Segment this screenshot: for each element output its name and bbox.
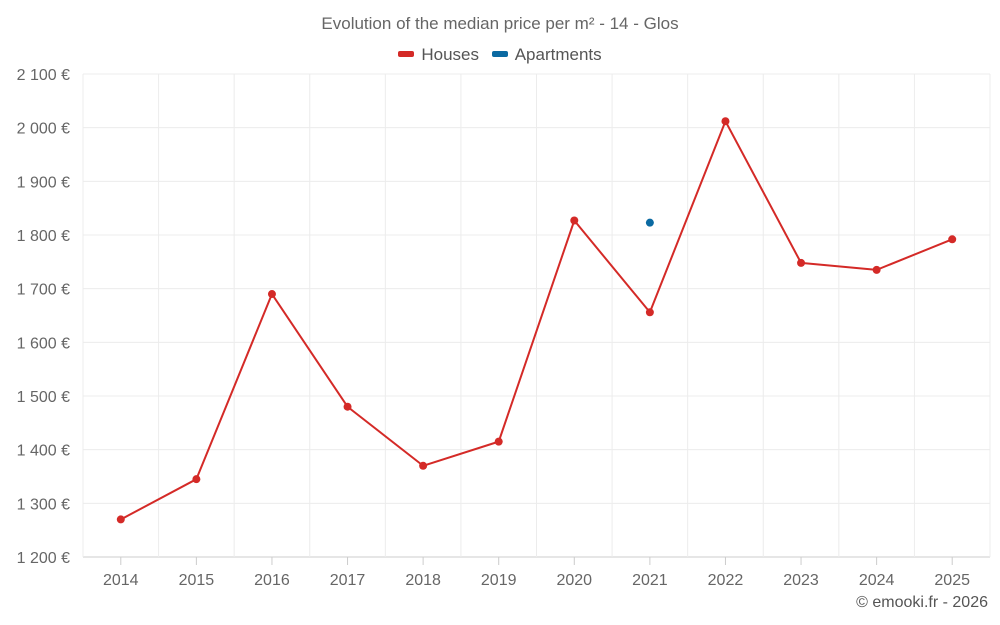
- legend: Houses Apartments: [0, 45, 1000, 65]
- x-tick-label: 2017: [330, 572, 366, 589]
- x-tick-label: 2023: [783, 572, 819, 589]
- legend-swatch-houses: [398, 50, 415, 57]
- y-tick-label: 1 900 €: [17, 174, 70, 191]
- y-tick-label: 1 300 €: [17, 496, 70, 513]
- legend-item-apartments[interactable]: Apartments: [491, 45, 602, 65]
- data-point-houses-2019[interactable]: [494, 437, 503, 446]
- chart-title: Evolution of the median price per m² - 1…: [321, 14, 679, 33]
- x-tick-label: 2016: [254, 572, 290, 589]
- grid-layer: [82, 73, 991, 558]
- data-point-houses-2017[interactable]: [343, 402, 352, 411]
- x-tick-label: 2022: [708, 572, 744, 589]
- legend-item-houses[interactable]: Houses: [398, 45, 479, 65]
- x-tick-label: 2021: [632, 572, 668, 589]
- data-point-houses-2023[interactable]: [797, 258, 806, 267]
- credit-text: © emooki.fr - 2026: [856, 594, 988, 611]
- series-layer: [116, 117, 957, 524]
- y-tick-label: 1 800 €: [17, 228, 70, 245]
- x-tick-label: 2014: [103, 572, 139, 589]
- data-point-houses-2022[interactable]: [721, 117, 730, 126]
- data-point-houses-2024[interactable]: [872, 265, 881, 274]
- x-tick-label: 2015: [179, 572, 215, 589]
- y-tick-label: 1 200 €: [17, 550, 70, 567]
- legend-label-apartments: Apartments: [514, 45, 602, 64]
- data-point-houses-2025[interactable]: [948, 235, 957, 244]
- x-tick-label: 2025: [934, 572, 970, 589]
- x-tick-label: 2019: [481, 572, 517, 589]
- y-tick-label: 1 700 €: [17, 282, 70, 299]
- x-tick-label: 2020: [556, 572, 592, 589]
- legend-swatch-apartments: [491, 50, 508, 57]
- data-point-houses-2021[interactable]: [645, 308, 654, 317]
- y-tick-label: 2 100 €: [17, 67, 70, 84]
- x-tick-label: 2024: [859, 572, 895, 589]
- y-tick-label: 1 500 €: [17, 389, 70, 406]
- data-point-houses-2020[interactable]: [570, 216, 579, 225]
- axis-layer: 1 200 € 1 300 € 1 400 € 1 500 € 1 600 € 1 700…: [17, 67, 970, 589]
- data-point-houses-2018[interactable]: [419, 461, 428, 470]
- y-tick-label: 2 000 €: [17, 121, 70, 138]
- legend-label-houses: Houses: [421, 45, 479, 64]
- data-point-houses-2014[interactable]: [116, 515, 125, 524]
- data-point-houses-2015[interactable]: [192, 475, 201, 484]
- y-tick-label: 1 400 €: [17, 443, 70, 460]
- x-tick-label: 2018: [405, 572, 441, 589]
- data-point-houses-2016[interactable]: [267, 290, 276, 299]
- y-tick-label: 1 600 €: [17, 335, 70, 352]
- series-line-houses: [120, 120, 953, 521]
- data-point-apartments-2021[interactable]: [645, 218, 654, 227]
